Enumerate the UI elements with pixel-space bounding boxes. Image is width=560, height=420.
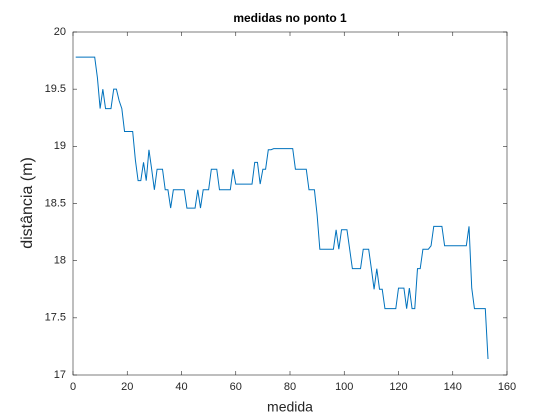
x-tick-label: 100 — [335, 381, 353, 393]
x-tick-label: 140 — [444, 381, 462, 393]
x-tick-label: 20 — [121, 381, 133, 393]
plot-area — [72, 31, 508, 376]
x-axis-label: medida — [267, 399, 313, 415]
y-tick-label: 17.5 — [45, 312, 66, 324]
x-tick-label: 120 — [389, 381, 407, 393]
x-tick-label: 0 — [70, 381, 76, 393]
x-tick-label: 160 — [498, 381, 516, 393]
y-tick-label: 20 — [54, 26, 66, 38]
x-tick-label: 40 — [175, 381, 187, 393]
y-tick-label: 18 — [54, 255, 66, 267]
x-tick-label: 80 — [284, 381, 296, 393]
y-tick-label: 17 — [54, 369, 66, 381]
data-line — [75, 56, 489, 360]
y-tick-label: 18.5 — [45, 197, 66, 209]
chart-title: medidas no ponto 1 — [233, 11, 347, 25]
x-tick-label: 60 — [230, 381, 242, 393]
y-axis-label: distância (m) — [19, 157, 36, 249]
y-tick-label: 19 — [54, 140, 66, 152]
y-tick-label: 19.5 — [45, 83, 66, 95]
